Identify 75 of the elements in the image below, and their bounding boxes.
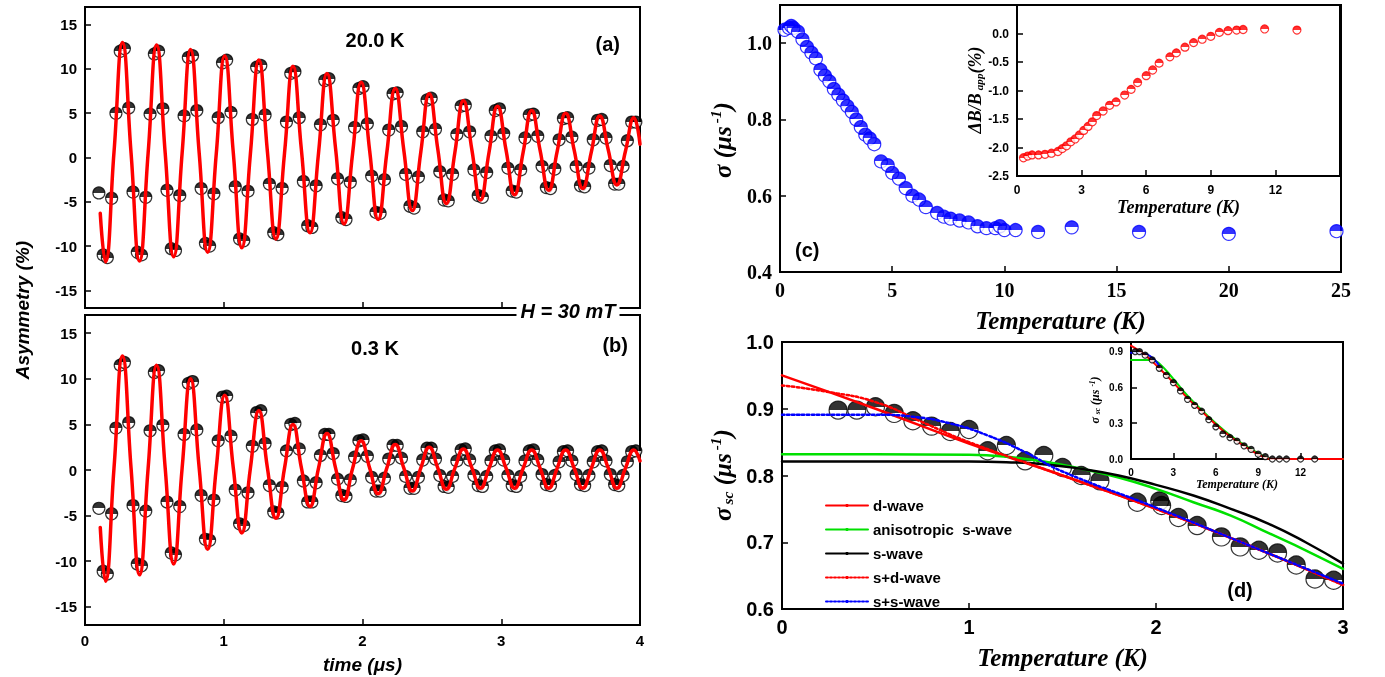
- y-tick-label: 0.7: [746, 531, 774, 554]
- x-tick-label: 25: [1331, 279, 1351, 301]
- y-tick-label: -2.5: [988, 169, 1010, 183]
- y-tick-label: 0.8: [747, 108, 772, 131]
- x-tick-label: 2: [1150, 616, 1162, 638]
- x-tick-label: 9: [1207, 183, 1215, 197]
- y-tick-label: -2.0: [988, 140, 1010, 155]
- y-tick-label: 1.0: [747, 32, 772, 55]
- x-tick-label: 3: [1337, 616, 1349, 638]
- y-tick-label: 0.3: [1109, 417, 1124, 429]
- x-tick-label: 5: [887, 279, 898, 301]
- x-tick-label: 6: [1213, 466, 1220, 478]
- legend-label: s+d-wave: [873, 569, 941, 586]
- y-tick-label: -10: [55, 237, 77, 255]
- y-tick-label: 10: [60, 60, 77, 78]
- x-axis-title: Temperature (K): [1196, 476, 1278, 491]
- legend-label: s+s-wave: [873, 593, 941, 610]
- x-axis-title: time (μs): [322, 654, 403, 675]
- x-axis-title: Temperature (K): [977, 644, 1148, 672]
- x-tick-label: 0: [1128, 466, 1135, 478]
- y-tick-label: 0.9: [746, 397, 774, 420]
- x-tick-label: 12: [1295, 466, 1307, 478]
- x-tick-label: 0: [80, 632, 90, 649]
- y-tick-label: -15: [55, 598, 77, 616]
- annotation: (d): [1227, 579, 1253, 601]
- y-tick-label: 0.4: [747, 261, 772, 283]
- y-tick-label: 10: [60, 370, 77, 388]
- y-tick-label: 1.0: [746, 331, 774, 353]
- annotation: (b): [602, 334, 628, 356]
- x-tick-label: 9: [1255, 466, 1262, 478]
- y-tick-label: -0.5: [988, 55, 1010, 69]
- y-tick-label: 0.8: [746, 464, 774, 487]
- legend-label: anisotropic s-wave: [873, 521, 1013, 538]
- x-tick-label: 3: [497, 632, 506, 649]
- y-tick-label: 0.6: [1109, 381, 1124, 393]
- x-tick-label: 0: [1013, 183, 1021, 197]
- y-tick-label: 0.0: [1109, 453, 1124, 465]
- legend-label: s-wave: [873, 545, 924, 562]
- x-tick-label: 3: [1170, 466, 1177, 478]
- x-axis-title: Temperature (K): [1117, 197, 1240, 218]
- y-tick-label: -5: [63, 507, 77, 525]
- annotation: 20.0 K: [345, 29, 406, 51]
- y-axis-title: ΔB/Bapp(%): [965, 46, 986, 135]
- y-tick-label: 0.6: [747, 184, 772, 207]
- x-tick-label: 0: [776, 616, 788, 638]
- annotation: H = 30 mT: [520, 300, 618, 322]
- x-tick-label: 4: [635, 632, 645, 649]
- y-tick-label: -10: [55, 552, 77, 570]
- y-tick-label: -1.0: [988, 83, 1010, 98]
- y-tick-label: 5: [68, 104, 77, 122]
- y-tick-label: -1.5: [988, 112, 1010, 126]
- y-tick-label: 0.9: [1109, 346, 1124, 358]
- y-tick-label: 15: [60, 324, 77, 342]
- y-tick-label: 0.0: [992, 26, 1010, 41]
- x-tick-label: 2: [358, 632, 367, 649]
- x-tick-label: 20: [1218, 279, 1239, 301]
- y-tick-label: -15: [55, 281, 77, 299]
- annotation: (a): [595, 33, 620, 55]
- x-tick-label: 1: [219, 632, 228, 649]
- x-axis-title: Temperature (K): [975, 307, 1146, 335]
- x-tick-label: 3: [1078, 183, 1086, 197]
- legend-label: d-wave: [873, 497, 924, 514]
- y-axis-title: σsc (μs-1): [707, 429, 737, 521]
- x-tick-label: 1: [963, 616, 975, 638]
- x-tick-label: 12: [1268, 183, 1283, 197]
- y-tick-label: 15: [60, 16, 77, 34]
- x-tick-label: 6: [1142, 183, 1150, 197]
- y-axis-title: Asymmetry (%): [11, 240, 33, 381]
- y-axis-title: σ (μs-1): [707, 102, 737, 178]
- annotation: (c): [795, 239, 820, 261]
- annotation: 0.3 K: [351, 337, 400, 359]
- y-tick-label: 0.6: [746, 598, 774, 620]
- y-tick-label: 0: [68, 149, 77, 166]
- y-tick-label: -5: [63, 193, 77, 211]
- y-tick-label: 5: [68, 415, 77, 433]
